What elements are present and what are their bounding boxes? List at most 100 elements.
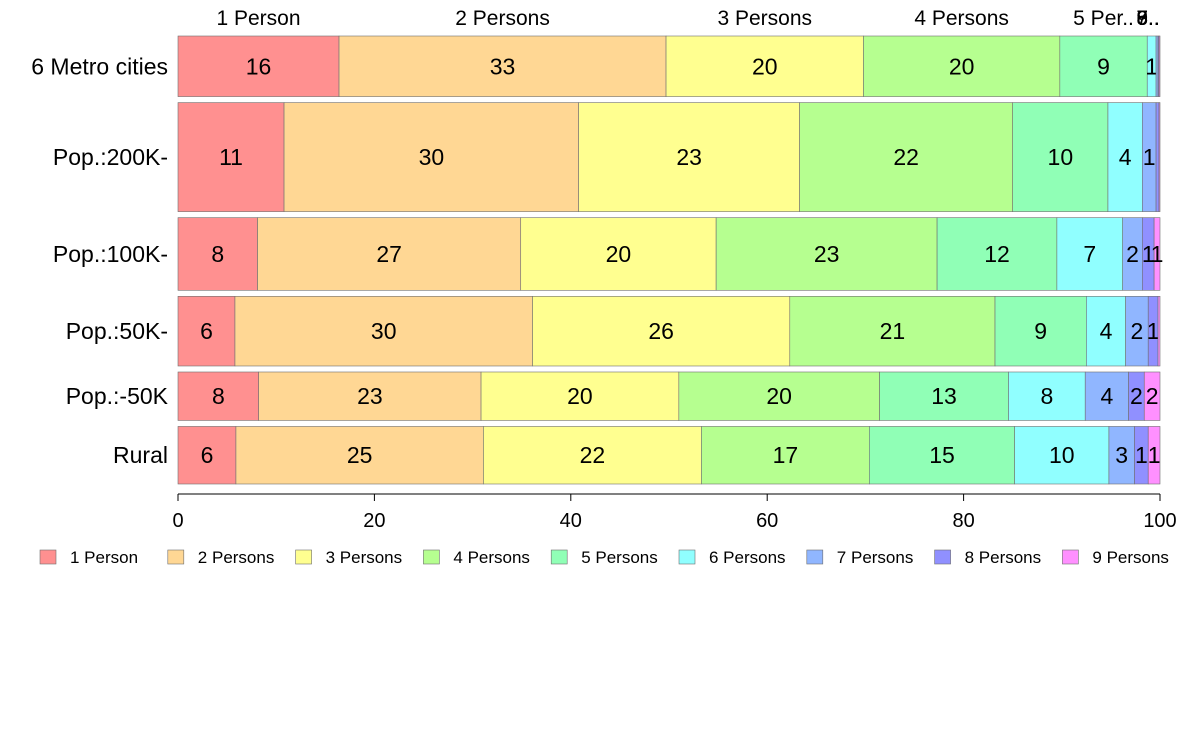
legend-label: 4 Persons (453, 548, 530, 567)
data-label: 20 (567, 383, 593, 409)
legend-label: 2 Persons (198, 548, 275, 567)
bar-segment (1153, 217, 1161, 291)
data-label: 3 (1115, 442, 1128, 468)
top-series-label: 7.. (1136, 7, 1159, 30)
legend-swatch (39, 549, 57, 565)
bar-segment (863, 35, 1061, 97)
top-series-label: 6.. (1136, 7, 1159, 30)
data-label: 23 (676, 144, 702, 170)
top-series-label: 5 Per.. (1073, 7, 1134, 30)
data-label: 4 (1119, 144, 1132, 170)
data-label: 20 (752, 53, 778, 79)
bar-segment (869, 426, 1015, 485)
data-label: 8 (1040, 383, 1053, 409)
bars-group: 16 33 20 20 9 111 30 23 22 10 4 18 27 20 23 12 7 2 116 30 26… (177, 35, 1163, 485)
data-label: 22 (580, 442, 606, 468)
data-label: 21 (880, 318, 906, 344)
legend-label: 7 Persons (837, 548, 914, 567)
bar-segment (715, 217, 938, 291)
bar-segment (1158, 102, 1161, 212)
bar-segment (1158, 35, 1161, 97)
data-label: 6 (201, 442, 214, 468)
legend-label: 6 Persons (709, 548, 786, 567)
legend-swatch (423, 549, 440, 565)
row-label: Pop.:200K- (53, 144, 168, 170)
data-label: 10 (1049, 442, 1075, 468)
bar-segment (258, 371, 482, 421)
data-label: 22 (893, 144, 919, 170)
row-labels: 6 Metro cities Pop.:200K- Pop.:100K- Pop.:5… (31, 53, 168, 468)
legend-swatch (806, 549, 824, 565)
top-series-label: 2 Persons (455, 7, 550, 30)
data-label: 23 (814, 241, 840, 267)
data-label: 1 (1145, 53, 1158, 79)
top-series-label: 4 Persons (914, 7, 1009, 30)
legend: 1 Person 2 Persons 3 Persons 4 Persons 5 Per… (39, 548, 1169, 567)
data-label: 6 (200, 318, 213, 344)
legend-label: 9 Persons (1092, 548, 1169, 567)
bar-segment (799, 102, 1013, 212)
data-label: 26 (648, 318, 674, 344)
bar-segment (520, 217, 717, 291)
data-label: 13 (931, 383, 957, 409)
data-label: 10 (1048, 144, 1074, 170)
data-label: 20 (766, 383, 792, 409)
legend-label: 5 Persons (581, 548, 658, 567)
bar-segment (1008, 371, 1086, 421)
bar-segment (936, 217, 1058, 291)
x-tick-label: 0 (172, 510, 183, 532)
bar-segment (1147, 426, 1161, 485)
bar-segment (1108, 426, 1135, 485)
data-label: 8 (212, 383, 225, 409)
top-series-label: 3 Persons (717, 7, 812, 30)
bar-segment (177, 217, 258, 291)
bar-segment (177, 426, 237, 485)
top-series-label: 8.. (1136, 7, 1159, 30)
x-axis: 0 20 40 60 80 100 (172, 493, 1177, 532)
data-label: 2 (1146, 383, 1159, 409)
data-label: 33 (490, 53, 516, 79)
bar-segment (338, 35, 667, 97)
top-series-label: 9.. (1136, 7, 1159, 30)
row-label: Pop.:-50K (66, 383, 169, 409)
bar-segment (789, 296, 996, 367)
bar-segment (480, 371, 680, 421)
bar-segment (257, 217, 522, 291)
row-label: Pop.:100K- (53, 241, 168, 267)
bar-segment (1155, 102, 1160, 212)
data-label: 27 (376, 241, 402, 267)
bar-segment (483, 426, 702, 485)
bar-segment (1056, 217, 1123, 291)
legend-swatch (934, 549, 951, 565)
bar-segment (701, 426, 870, 485)
data-label: 15 (929, 442, 955, 468)
bar-segment (1143, 371, 1161, 421)
data-label: 2 (1131, 318, 1144, 344)
bar-segment (532, 296, 791, 367)
top-series-label: 1 Person (216, 7, 300, 30)
bar-segment (234, 296, 533, 367)
bar-segment (177, 102, 285, 212)
legend-label: 8 Persons (965, 548, 1042, 567)
data-label: 4 (1100, 383, 1113, 409)
data-label: 20 (606, 241, 632, 267)
bar-segment (1107, 102, 1143, 212)
bar-segment (578, 102, 800, 212)
bar-segment (1012, 102, 1109, 212)
bar-segment (1084, 371, 1129, 421)
legend-swatch (1062, 549, 1079, 565)
row-label: Pop.:50K- (66, 318, 168, 344)
legend-swatch (167, 549, 185, 565)
data-label: 30 (371, 318, 397, 344)
data-label: 17 (773, 442, 799, 468)
legend-swatch (678, 549, 696, 565)
bar-segment (177, 35, 340, 97)
bar-segment (283, 102, 579, 212)
data-label: 1 (1148, 442, 1161, 468)
data-label: 4 (1100, 318, 1113, 344)
data-label: 20 (949, 53, 975, 79)
row-label: 6 Metro cities (31, 53, 168, 79)
bar-segment (177, 371, 259, 421)
bar-segment (1059, 35, 1148, 97)
